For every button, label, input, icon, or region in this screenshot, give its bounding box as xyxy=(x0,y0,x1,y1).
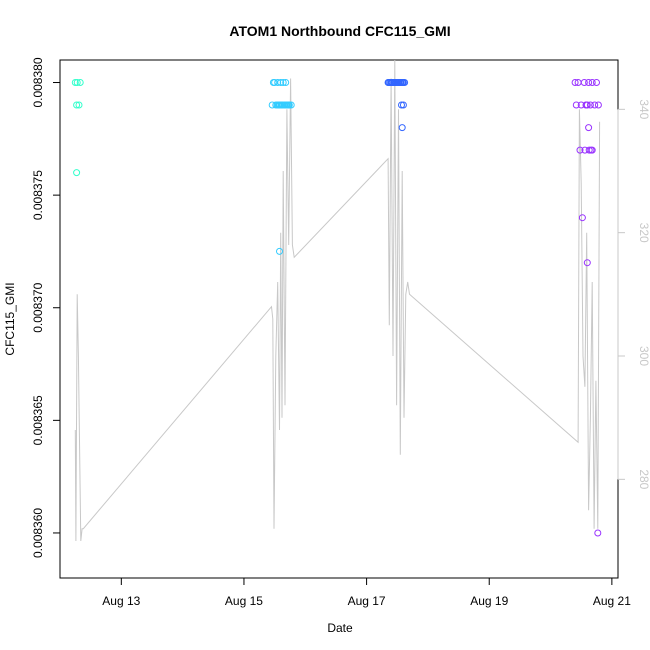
x-axis-label: Date xyxy=(327,621,353,635)
chart-title: ATOM1 Northbound CFC115_GMI xyxy=(229,23,450,39)
y-tick-label: 0.008360 xyxy=(31,508,45,558)
y-tick-label: 0.008365 xyxy=(31,395,45,445)
y2-tick-label: 320 xyxy=(637,223,650,243)
data-point xyxy=(285,101,293,109)
data-point xyxy=(385,79,393,86)
data-point xyxy=(583,259,591,267)
connecting-line xyxy=(74,59,601,542)
data-point xyxy=(576,146,584,154)
data-point xyxy=(276,247,283,255)
data-point xyxy=(578,214,586,222)
data-point xyxy=(582,101,590,109)
data-point xyxy=(594,101,602,109)
data-point xyxy=(281,101,289,109)
data-point xyxy=(276,101,284,109)
y-tick-label: 0.008370 xyxy=(31,282,45,332)
data-point xyxy=(399,79,407,86)
data-point xyxy=(580,79,588,86)
data-point xyxy=(391,79,399,86)
data-point xyxy=(279,79,287,86)
y2-axis: 280 300 320 340 xyxy=(617,99,650,490)
data-point xyxy=(588,79,596,86)
data-point xyxy=(572,101,580,109)
x-tick-label: Aug 17 xyxy=(348,594,386,608)
data-point xyxy=(594,529,602,537)
data-point xyxy=(399,101,407,109)
y2-tick-label: 300 xyxy=(637,346,650,366)
data-point xyxy=(398,101,405,109)
x-tick-label: Aug 21 xyxy=(593,594,631,608)
data-point xyxy=(591,101,599,109)
data-point xyxy=(585,79,593,86)
data-point xyxy=(586,101,594,109)
data-point xyxy=(282,79,290,86)
data-point xyxy=(593,79,600,86)
y-axis: 0.008360 0.008365 0.008370 0.008375 0.008380 xyxy=(31,57,61,558)
data-point xyxy=(71,79,79,86)
x-tick-label: Aug 13 xyxy=(102,594,140,608)
data-point xyxy=(388,79,396,86)
y-tick-label: 0.008380 xyxy=(31,57,45,107)
data-point xyxy=(398,124,406,132)
data-point xyxy=(587,146,595,154)
plot-frame xyxy=(59,59,619,579)
y-tick-label: 0.008375 xyxy=(31,170,45,220)
y2-tick-label: 340 xyxy=(637,99,650,119)
data-point xyxy=(585,124,593,132)
x-axis: Aug 13 Aug 15 Aug 17 Aug 19 Aug 21 xyxy=(102,577,631,608)
data-point xyxy=(76,79,84,86)
data-point xyxy=(395,79,403,86)
x-tick-label: Aug 15 xyxy=(225,594,263,608)
x-tick-label: Aug 19 xyxy=(470,594,508,608)
data-point xyxy=(571,79,579,86)
y2-tick-label: 280 xyxy=(637,469,650,489)
data-points xyxy=(71,79,602,537)
y-axis-label: CFC115_GMI xyxy=(3,282,17,355)
data-point xyxy=(277,79,285,86)
data-point xyxy=(73,169,81,177)
data-point xyxy=(268,101,276,109)
data-point xyxy=(73,101,81,109)
data-point xyxy=(73,79,81,86)
series-line xyxy=(74,59,601,542)
data-point xyxy=(75,101,83,109)
